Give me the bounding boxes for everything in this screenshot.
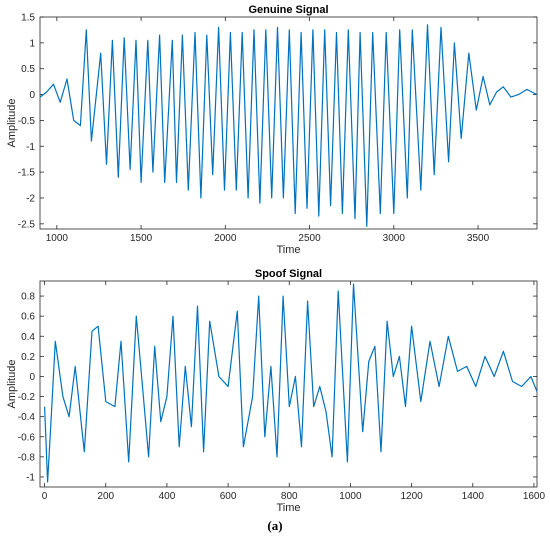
chart2-ytick-label: 0 — [29, 372, 35, 383]
chart1-ytick-label: -2 — [26, 193, 35, 204]
chart2-xtick-label: 1000 — [339, 491, 362, 502]
chart1-ylabel: Amplitude — [6, 99, 18, 148]
chart1-title: Genuine Signal — [248, 4, 328, 16]
chart2-title: Spoof Signal — [255, 268, 322, 280]
chart1-xtick-label: 1500 — [130, 233, 153, 244]
chart2-xtick-label: 1200 — [400, 491, 423, 502]
chart2-ytick-label: -0.2 — [18, 392, 36, 403]
chart1-xtick-label: 3500 — [467, 233, 490, 244]
chart2-ylabel: Amplitude — [6, 360, 18, 409]
chart1-ytick-label: 0 — [29, 90, 35, 101]
chart1-ytick-label: 1 — [29, 38, 35, 49]
chart2-ytick-label: -0.4 — [18, 412, 36, 423]
chart1-ytick-label: 1.5 — [21, 13, 35, 24]
chart1-ytick-label: 0.5 — [21, 64, 35, 75]
chart1-ytick-label: -1.5 — [18, 168, 36, 179]
chart2-xlabel: Time — [276, 502, 300, 514]
chart2-ytick-label: 0.6 — [21, 312, 35, 323]
chart1-ytick-label: -1 — [26, 142, 35, 153]
chart2-xtick-label: 200 — [97, 491, 114, 502]
chart1-ytick-label: -0.5 — [18, 116, 36, 127]
chart1-series-line — [39, 24, 538, 227]
chart2-ytick-label: 0.2 — [21, 352, 35, 363]
chart2-ytick-label: -1 — [26, 472, 35, 483]
chart2-xtick-label: 1600 — [523, 491, 546, 502]
chart2-ytick-label: 0.4 — [21, 332, 35, 343]
chart2-xtick-label: 400 — [159, 491, 176, 502]
chart2-xtick-label: 0 — [42, 491, 48, 502]
chart2-series-line — [44, 283, 538, 483]
chart1-xtick-label: 1000 — [46, 233, 69, 244]
chart2-ytick-label: 0.8 — [21, 292, 35, 303]
figure-caption: (a) — [267, 518, 283, 533]
chart2-xtick-label: 600 — [220, 491, 237, 502]
chart2-xtick-label: 1400 — [462, 491, 485, 502]
chart1-xlabel: Time — [276, 244, 300, 256]
chart2-xtick-label: 800 — [281, 491, 298, 502]
chart2-ytick-label: -0.8 — [18, 452, 36, 463]
chart2-ytick-label: -0.6 — [18, 432, 36, 443]
chart1-xtick-label: 2000 — [214, 233, 237, 244]
chart1-xtick-label: 2500 — [298, 233, 321, 244]
chart1-ytick-label: -2.5 — [18, 219, 36, 230]
chart1-xtick-label: 3000 — [383, 233, 406, 244]
